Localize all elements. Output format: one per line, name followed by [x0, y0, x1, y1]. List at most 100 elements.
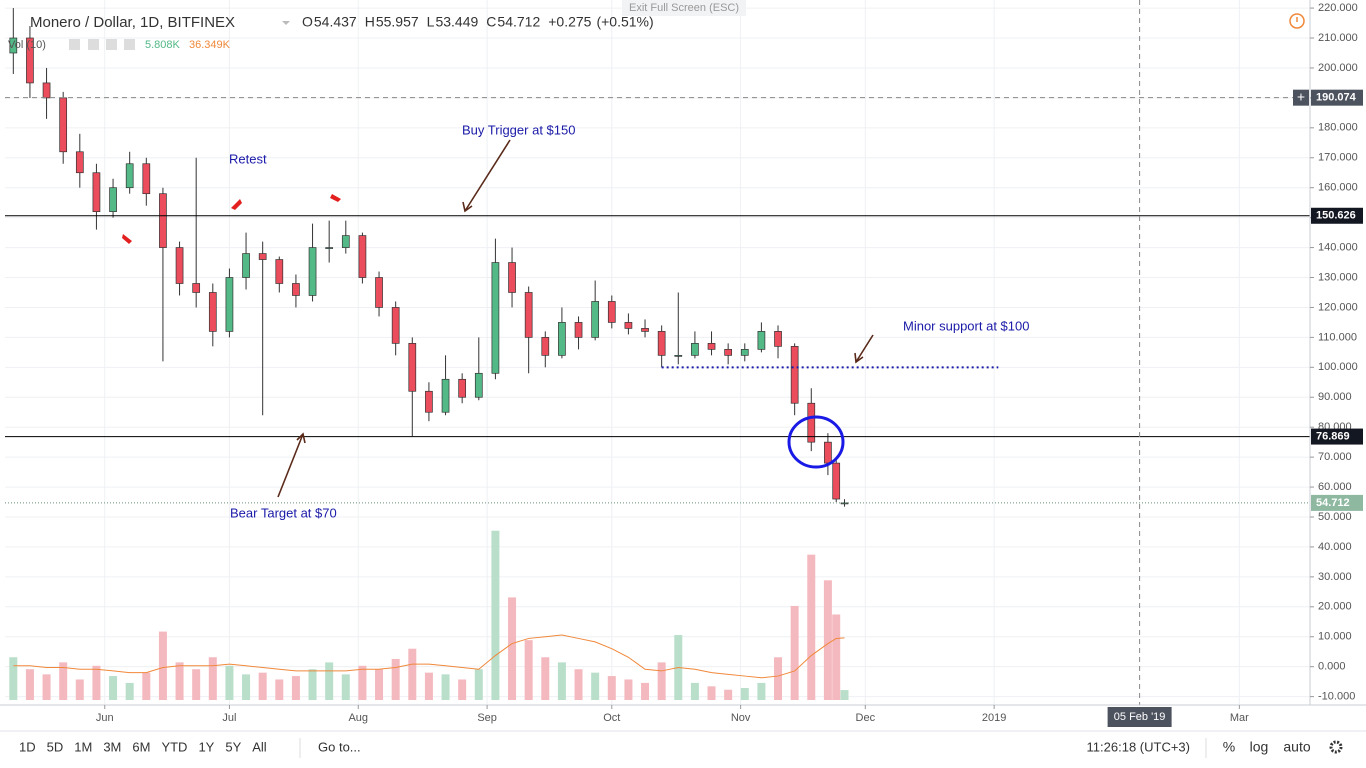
range-button[interactable]: 1D: [19, 739, 36, 754]
candle-body: [474, 372, 483, 398]
scale-option[interactable]: log: [1250, 739, 1269, 755]
arrow: [855, 334, 874, 363]
red-arrow: [231, 199, 242, 210]
range-button[interactable]: All: [252, 739, 267, 754]
x-tick-label: Aug: [348, 712, 368, 724]
arrow-head: [462, 201, 473, 213]
exit-fullscreen[interactable]: Exit Full Screen (ESC): [629, 2, 739, 14]
volume-value: 5.808K: [145, 39, 181, 51]
candle-body: [341, 235, 350, 248]
bottom-toolbar: 1D 5D 1M 3M 6M YTD 1Y 5Y All Go to... 11:26:18 (UT…: [19, 738, 1343, 758]
price-label: 54.712: [1316, 497, 1350, 509]
x-tick-label: 2019: [982, 712, 1006, 724]
range-button[interactable]: 5Y: [225, 739, 241, 754]
volume-bar: [574, 669, 583, 700]
ohlc-value: 53.449: [435, 14, 478, 30]
x-tick-label: Nov: [731, 712, 751, 724]
crosshair-plus[interactable]: [1293, 89, 1309, 106]
x-tick-label: Oct: [603, 712, 620, 724]
y-tick-label: 10.000: [1318, 631, 1352, 643]
scale-option[interactable]: auto: [1283, 739, 1310, 755]
y-tick-label: 70.000: [1318, 451, 1352, 463]
symbol-title[interactable]: Monero / Dollar, 1D, BITFINEX: [30, 14, 235, 31]
settings-icon[interactable]: [69, 39, 80, 50]
candle-body: [175, 247, 184, 284]
candle-body: [142, 163, 151, 195]
annotation: Buy Trigger at $150: [462, 122, 575, 137]
candle-body: [807, 402, 816, 443]
volume-bar: [92, 665, 101, 700]
candle-body: [425, 390, 433, 413]
candle-body: [325, 247, 334, 249]
candle-body: [607, 301, 616, 323]
volume-bar: [125, 682, 134, 700]
candle-body: [42, 82, 51, 99]
ohlc-letter: O: [302, 14, 313, 30]
range-button[interactable]: 6M: [132, 739, 150, 754]
y-tick-label: 130.000: [1318, 271, 1358, 283]
volume-bar: [823, 580, 832, 700]
volume-bar: [375, 669, 384, 700]
candle-body: [558, 322, 566, 356]
candle-body: [109, 187, 117, 212]
candle-body: [275, 259, 284, 284]
volume-bar: [142, 672, 151, 700]
close-icon[interactable]: [124, 39, 135, 50]
volume-bar: [757, 682, 766, 700]
candle-body: [125, 163, 134, 189]
volume-bar: [641, 682, 650, 700]
candle-body: [707, 343, 716, 350]
candle-body: [192, 283, 201, 293]
settings-gear[interactable]: [1329, 740, 1343, 754]
ohlc-value: 54.437: [314, 14, 357, 30]
eye-icon[interactable]: [88, 39, 99, 50]
scale-option[interactable]: %: [1223, 739, 1235, 755]
volume-bar: [541, 657, 550, 700]
volume-bar: [325, 662, 334, 700]
candle-body: [790, 346, 799, 404]
volume-bar: [458, 679, 467, 700]
range-button[interactable]: 3M: [103, 739, 121, 754]
volume-bar: [391, 658, 400, 700]
candle-body: [208, 292, 217, 332]
grid: [5, 0, 1310, 705]
range-button[interactable]: 5D: [47, 739, 64, 754]
candle-body: [9, 37, 18, 54]
volume-bar: [657, 662, 666, 700]
y-tick-label: 90.000: [1318, 391, 1352, 403]
candle-body: [358, 235, 367, 278]
alert-icon[interactable]: [1289, 13, 1305, 29]
y-tick-label: 210.000: [1318, 32, 1358, 44]
volume-bar: [9, 657, 18, 700]
volume-ma-value: 36.349K: [189, 39, 231, 51]
goto-button[interactable]: Go to...: [318, 739, 361, 754]
volume-bar: [308, 669, 317, 700]
y-tick-label: 30.000: [1318, 571, 1352, 583]
overlays: Retest Buy Trigger at $150 Minor support a…: [5, 0, 1310, 705]
exit-fullscreen-bg[interactable]: [622, 0, 746, 16]
x-tick-label: Mar: [1230, 712, 1249, 724]
volume-bar: [491, 530, 500, 700]
range-button[interactable]: 1M: [74, 739, 92, 754]
candle-body: [59, 97, 68, 153]
candles: [9, 8, 849, 507]
candle-body: [458, 378, 467, 398]
settings-icon[interactable]: [106, 39, 117, 50]
candle-body: [292, 283, 300, 296]
ohlc-value: 54.712: [497, 14, 540, 30]
volume-bar: [740, 688, 749, 700]
dropdown[interactable]: [282, 21, 290, 25]
volume-bar: [832, 614, 841, 700]
x-tick-label: Dec: [856, 712, 876, 724]
y-tick-label: 220.000: [1318, 2, 1358, 14]
volume-bar: [242, 674, 251, 700]
volume-bar: [358, 665, 367, 700]
crosshair-plus-sign: +: [1297, 88, 1305, 104]
range-button[interactable]: 1Y: [198, 739, 214, 754]
volume-bar: [591, 672, 600, 700]
price-label-bg: [1311, 428, 1363, 445]
range-button[interactable]: YTD: [161, 739, 187, 754]
red-arrow: [330, 194, 341, 202]
candle-body: [408, 343, 417, 392]
